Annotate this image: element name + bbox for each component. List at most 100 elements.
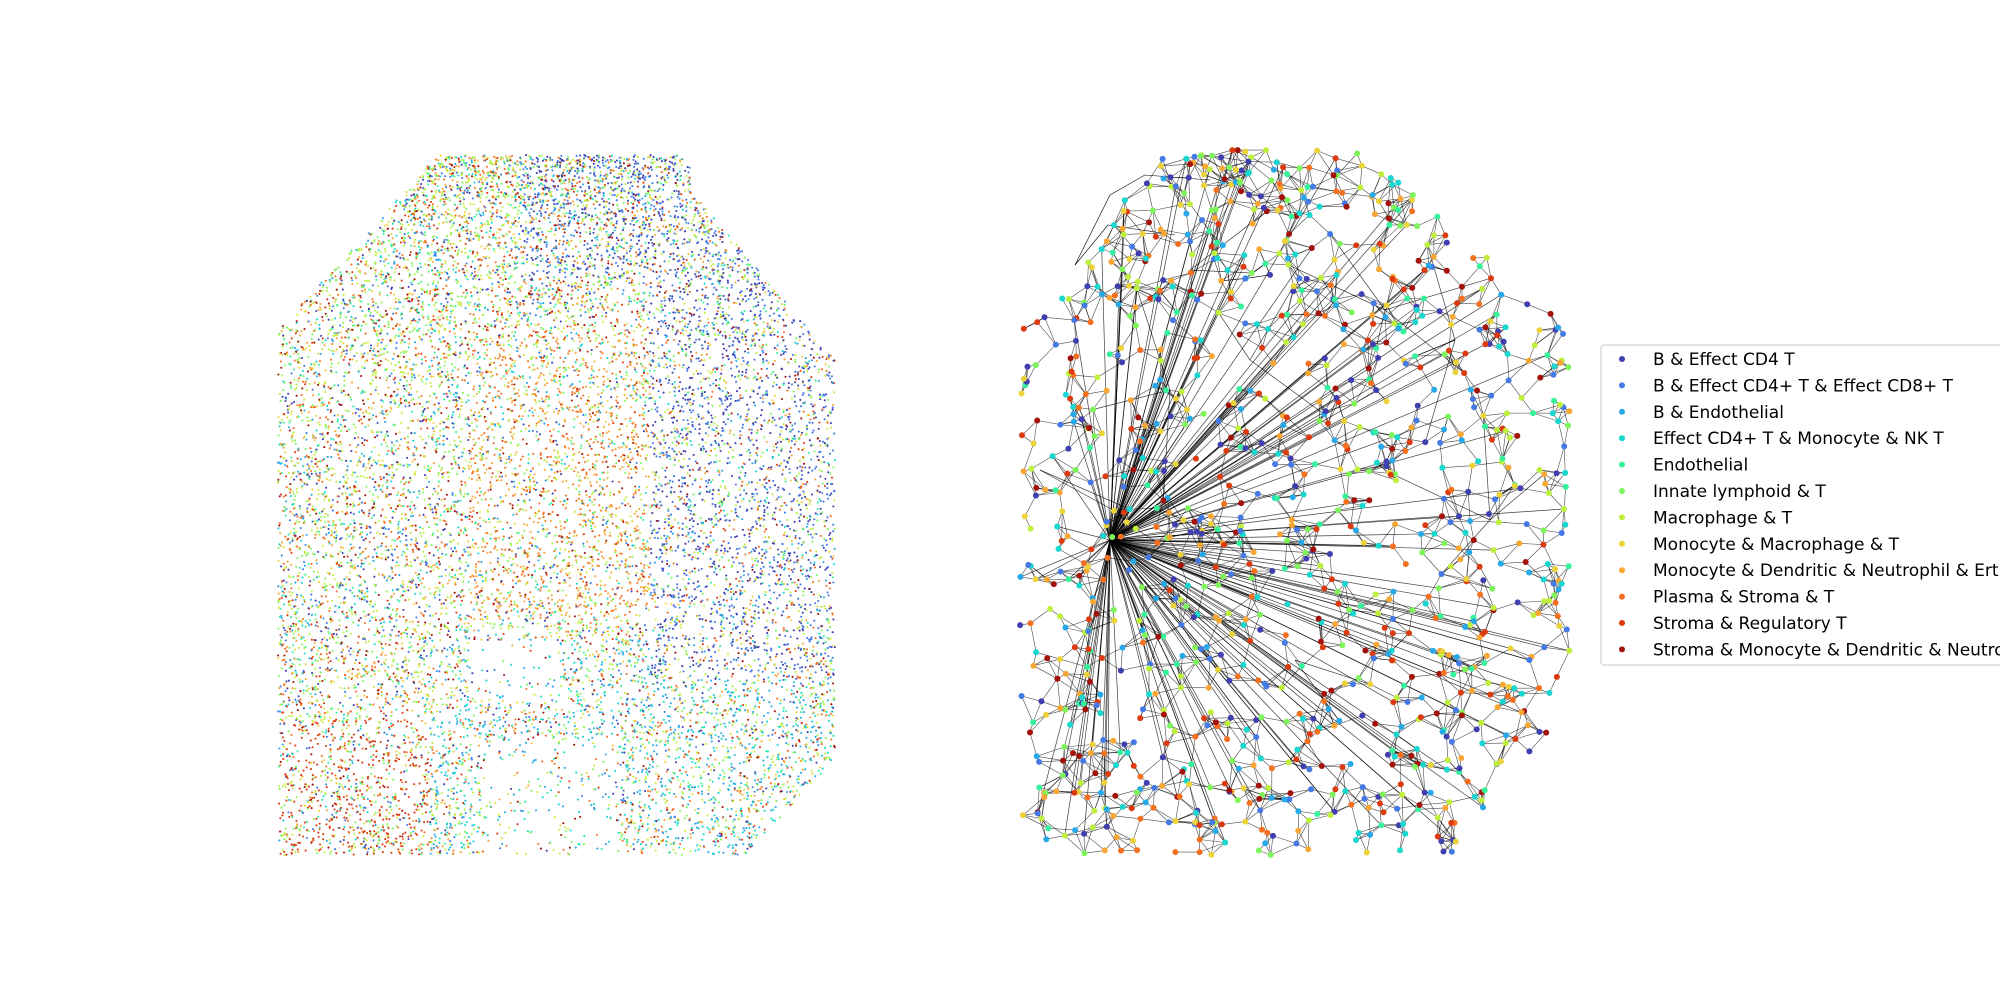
scatter-point	[546, 258, 550, 261]
scatter-point	[602, 447, 605, 450]
scatter-point	[604, 509, 608, 512]
scatter-point	[635, 471, 638, 474]
scatter-point	[712, 825, 715, 828]
scatter-point	[420, 246, 423, 250]
scatter-point	[681, 348, 684, 351]
scatter-point	[383, 635, 386, 638]
scatter-point	[613, 442, 616, 445]
scatter-point	[724, 680, 727, 683]
scatter-point	[611, 325, 614, 328]
scatter-point	[351, 320, 354, 324]
scatter-point	[425, 378, 428, 381]
scatter-point	[444, 848, 447, 851]
scatter-point	[536, 307, 539, 310]
scatter-point	[584, 460, 587, 463]
scatter-point	[781, 487, 784, 490]
scatter-point	[420, 305, 423, 308]
scatter-point	[279, 639, 282, 642]
scatter-point	[755, 352, 758, 355]
scatter-point	[755, 267, 758, 270]
scatter-point	[390, 233, 393, 236]
scatter-point	[551, 685, 554, 688]
scatter-point	[516, 542, 519, 545]
scatter-point	[581, 681, 584, 684]
scatter-point	[577, 216, 580, 219]
scatter-point	[342, 321, 345, 324]
scatter-point	[698, 214, 702, 218]
scatter-point	[428, 395, 432, 398]
scatter-point	[547, 270, 550, 273]
scatter-point	[643, 265, 646, 269]
scatter-point	[579, 573, 582, 576]
scatter-point	[595, 191, 598, 194]
scatter-point	[385, 481, 388, 484]
scatter-point	[689, 602, 692, 605]
scatter-point	[395, 249, 398, 252]
scatter-point	[492, 269, 495, 272]
scatter-point	[709, 686, 712, 690]
scatter-point	[652, 312, 655, 315]
scatter-point	[760, 425, 764, 428]
scatter-point	[344, 336, 347, 339]
scatter-point	[605, 233, 608, 236]
scatter-point	[478, 325, 481, 328]
scatter-point	[311, 418, 314, 421]
scatter-point	[716, 664, 719, 667]
scatter-point	[785, 665, 788, 668]
scatter-point	[779, 583, 782, 586]
scatter-point	[763, 603, 766, 606]
scatter-point	[600, 391, 603, 394]
scatter-point	[654, 802, 658, 805]
scatter-point	[590, 348, 593, 351]
scatter-point	[637, 235, 640, 238]
scatter-point	[542, 567, 545, 570]
scatter-point	[414, 571, 417, 574]
scatter-point	[784, 634, 787, 638]
scatter-point	[717, 792, 720, 795]
scatter-point	[302, 689, 305, 692]
scatter-point	[583, 551, 586, 555]
scatter-point	[281, 444, 284, 447]
scatter-point	[832, 682, 835, 685]
scatter-point	[647, 741, 651, 744]
scatter-point	[685, 594, 688, 597]
scatter-point	[558, 534, 561, 538]
scatter-point	[468, 424, 471, 427]
scatter-point	[809, 624, 812, 627]
scatter-point	[287, 626, 290, 629]
scatter-point	[540, 575, 543, 578]
scatter-point	[364, 719, 367, 722]
scatter-point	[811, 527, 814, 530]
scatter-point	[310, 753, 313, 756]
scatter-point	[663, 260, 666, 263]
scatter-point	[415, 547, 419, 550]
scatter-point	[444, 175, 447, 178]
scatter-point	[591, 530, 594, 533]
scatter-point	[659, 781, 662, 784]
scatter-point	[766, 661, 770, 665]
scatter-point	[620, 173, 623, 176]
scatter-point	[378, 786, 381, 789]
scatter-point	[489, 801, 492, 804]
scatter-point	[713, 461, 716, 464]
scatter-point	[666, 174, 669, 177]
scatter-point	[528, 517, 531, 520]
scatter-point	[301, 775, 304, 778]
scatter-point	[606, 159, 609, 162]
scatter-point	[390, 842, 393, 845]
scatter-point	[773, 319, 776, 322]
scatter-point	[300, 636, 303, 639]
scatter-point	[594, 185, 597, 189]
scatter-point	[466, 343, 469, 346]
scatter-point	[615, 199, 618, 202]
scatter-point	[620, 729, 623, 732]
scatter-point	[397, 298, 400, 301]
scatter-point	[571, 158, 575, 161]
scatter-point	[553, 212, 556, 215]
scatter-point	[380, 552, 383, 555]
scatter-point	[611, 465, 615, 468]
scatter-point	[601, 180, 604, 183]
scatter-point	[464, 799, 467, 802]
scatter-point	[828, 607, 831, 610]
scatter-point	[595, 480, 599, 483]
